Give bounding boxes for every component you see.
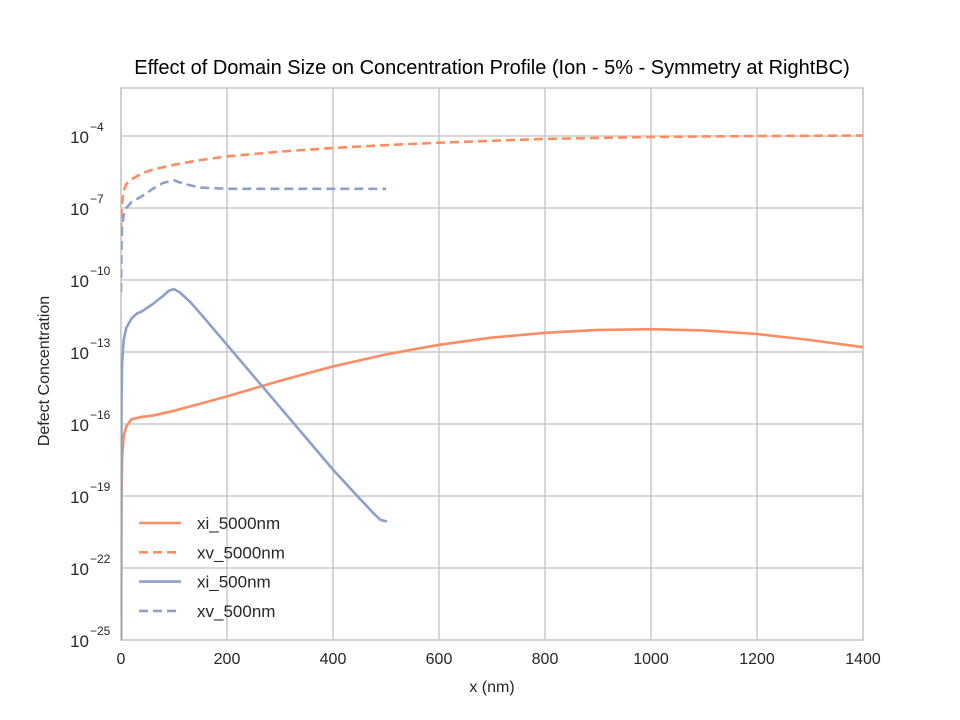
x-tick-label: 800 [532,651,559,668]
x-axis-label: x (nm) [469,679,514,696]
y-tick-exponent: −19 [90,480,111,494]
y-axis-label: Defect Concentration [36,296,53,446]
x-tick-label: 0 [117,651,126,668]
y-tick-label: 10 [70,560,89,579]
y-tick-label: 10 [70,272,89,291]
y-tick-exponent: −16 [90,408,111,422]
y-tick-label: 10 [70,416,89,435]
chart-title: Effect of Domain Size on Concentration P… [134,57,849,79]
legend-label: xv_500nm [197,602,275,621]
series-line-xv-500nm [121,179,386,293]
y-tick-label: 10 [70,200,89,219]
y-tick-label: 10 [70,632,89,651]
x-tick-label: 400 [320,651,347,668]
y-tick-exponent: −25 [90,624,111,638]
x-tick-label: 600 [426,651,453,668]
legend-label: xi_500nm [197,573,271,592]
y-tick-exponent: −10 [90,264,111,278]
y-tick-label: 10 [70,488,89,507]
series-line-xi-500nm [121,287,388,640]
series-line-xi-5000nm [121,327,863,640]
y-tick-exponent: −7 [90,192,104,206]
y-tick-label: 10 [70,344,89,363]
x-tick-label: 200 [214,651,241,668]
x-tick-label: 1200 [739,651,775,668]
chart-legend: xi_5000nm xv_5000nm xi_500nm xv_500nm [139,514,285,621]
series-line-xv-5000nm [121,134,863,233]
plot-area: 0 200 400 600 800 1000 1200 140010−2510−2210−19… [70,87,881,668]
legend-label: xi_5000nm [197,514,280,533]
y-tick-exponent: −22 [90,552,111,566]
y-tick-exponent: −13 [90,336,111,350]
legend-label: xv_5000nm [197,543,285,562]
y-tick-exponent: −4 [90,120,104,134]
x-tick-label: 1000 [633,651,669,668]
y-tick-label: 10 [70,128,89,147]
x-tick-label: 1400 [845,651,881,668]
